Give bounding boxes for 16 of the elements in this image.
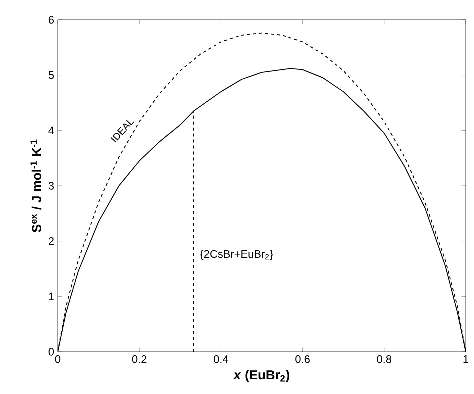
- y-tick-label: 0: [48, 348, 54, 356]
- x-tick-label: 1: [464, 356, 469, 364]
- y-tick-label: 5: [48, 72, 54, 80]
- x-tick-label: 0.8: [377, 356, 392, 364]
- x-tick-label: 0: [55, 356, 61, 364]
- y-tick-label: 1: [49, 292, 54, 300]
- y-axis-title: S$^{ex}$ / J mol$^{-1}$ K$^{-1}$: [30, 140, 42, 233]
- x-tick-label: 0.2: [132, 356, 147, 364]
- x-tick-label: 0.6: [296, 356, 310, 364]
- x-tick-label: 0.4: [214, 356, 228, 364]
- y-tick-label: 3: [48, 182, 54, 190]
- y-tick-label: 2: [48, 238, 54, 246]
- annotation: {2CsBr+EuBr$_{2}$}: [200, 250, 274, 260]
- y-tick-label: 6: [48, 16, 54, 24]
- x-axis-title: x (EuBr$_{2}$): [233, 370, 290, 382]
- y-tick-label: 4: [48, 126, 54, 134]
